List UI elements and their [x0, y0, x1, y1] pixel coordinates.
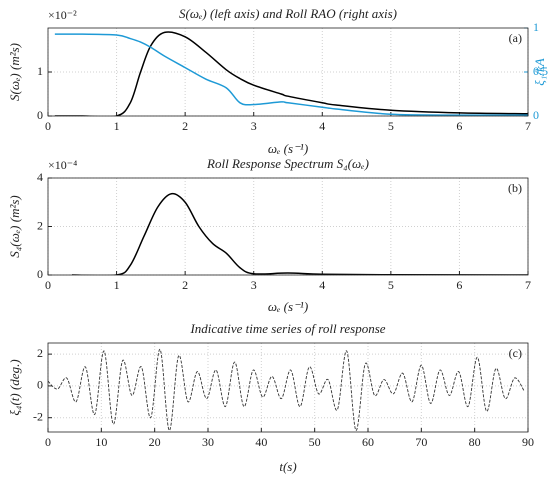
- y-tick-label: 0: [37, 108, 43, 122]
- x-tick-label: 60: [362, 435, 374, 449]
- x-tick-label: 1: [114, 278, 120, 292]
- x-tick-label: 1: [114, 119, 120, 133]
- y-exponent: ×10⁻²: [48, 8, 77, 22]
- chart-title: Indicative time series of roll response: [189, 321, 385, 336]
- axes-box: [47, 177, 529, 276]
- plot-area: [48, 343, 528, 432]
- x-tick-label: 80: [469, 435, 481, 449]
- x-tick-label: 40: [255, 435, 267, 449]
- x-tick-label: 2: [182, 278, 188, 292]
- x-tick-label: 7: [525, 278, 531, 292]
- x-tick-label: 30: [202, 435, 214, 449]
- panel-label: (a): [509, 31, 522, 45]
- x-tick-label: 0: [45, 119, 51, 133]
- x-tick-label: 0: [45, 435, 51, 449]
- x-tick-label: 50: [309, 435, 321, 449]
- y-tick-label: 1: [37, 64, 43, 78]
- x-tick-label: 2: [182, 119, 188, 133]
- x-tick-label: 70: [415, 435, 427, 449]
- x-tick-label: 4: [319, 119, 325, 133]
- chart-title: S(ωₑ) (left axis) and Roll RAO (right ax…: [179, 6, 397, 21]
- y-tick-label: 0: [37, 378, 43, 392]
- series-line: [48, 348, 525, 431]
- x-axis-label: ωₑ (s⁻¹): [268, 299, 308, 314]
- x-axis-label: t(s): [279, 459, 296, 474]
- chart-title: Roll Response Spectrum S₄(ωₑ): [206, 156, 369, 171]
- series-line: [54, 33, 528, 116]
- y-tick-label: 2: [37, 346, 43, 360]
- y-axis-label: S(ωₑ) (m²s): [7, 43, 22, 101]
- series-line: [72, 192, 528, 275]
- x-tick-label: 6: [456, 278, 462, 292]
- panel-label: (c): [509, 346, 522, 360]
- x-tick-label: 5: [388, 278, 394, 292]
- y2-axis-label: ξ₁/kA: [532, 58, 547, 85]
- panel-label: (b): [508, 181, 522, 195]
- x-tick-label: 90: [522, 435, 534, 449]
- y-tick-label: -2: [33, 409, 43, 423]
- x-tick-label: 6: [456, 119, 462, 133]
- x-tick-label: 10: [95, 435, 107, 449]
- axes-box: [47, 27, 529, 117]
- y-axis-label: ξ₄(t) (deg.): [7, 359, 22, 415]
- y2-tick-label: 0: [533, 108, 539, 122]
- x-axis-label: ωₑ (s⁻¹): [268, 141, 308, 156]
- y-exponent: ×10⁻⁴: [48, 158, 77, 172]
- axes-box: [47, 342, 529, 433]
- x-tick-label: 7: [525, 119, 531, 133]
- y-tick-label: 0: [37, 267, 43, 281]
- y2-tick-label: 0.5: [533, 64, 548, 78]
- y-axis-label: S₄(ωₑ) (m²s): [7, 195, 22, 258]
- y2-tick-label: 1: [533, 20, 539, 34]
- y-tick-label: 4: [37, 170, 43, 184]
- x-tick-label: 4: [319, 278, 325, 292]
- x-tick-label: 3: [251, 119, 257, 133]
- x-tick-label: 5: [388, 119, 394, 133]
- y-tick-label: 2: [37, 218, 43, 232]
- x-tick-label: 20: [149, 435, 161, 449]
- x-tick-label: 3: [251, 278, 257, 292]
- x-tick-label: 0: [45, 278, 51, 292]
- series-line: [54, 31, 528, 116]
